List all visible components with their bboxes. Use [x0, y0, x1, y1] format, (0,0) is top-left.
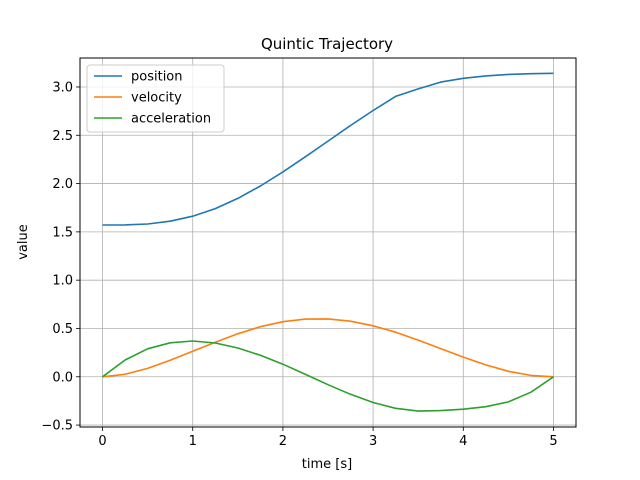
y-tick-label: 1.0 — [52, 274, 73, 289]
x-axis-label: time [s] — [302, 457, 352, 472]
y-tick-label: 1.5 — [52, 225, 73, 240]
x-tick-label: 0 — [98, 434, 106, 449]
x-tick-label: 5 — [549, 434, 557, 449]
tick-layer: 0 1 2 3 4 5 −0.5 0.0 0.5 1.0 1.5 2.0 2.5 3.0 — [41, 80, 557, 449]
y-tick-label: 2.5 — [52, 129, 73, 144]
y-tick-label: 0.0 — [52, 370, 73, 385]
legend-box — [86, 64, 225, 133]
y-axis-label: value — [16, 224, 31, 260]
series-line-velocity — [102, 318, 554, 378]
x-tick-label: 1 — [189, 434, 197, 449]
legend-label-velocity: velocity — [131, 91, 182, 106]
x-tick-label: 3 — [369, 434, 377, 449]
x-tick-label: 4 — [459, 434, 467, 449]
series-layer — [102, 72, 554, 412]
legend-label-position: position — [131, 70, 183, 85]
series-line-position — [102, 72, 554, 226]
legend: position velocity acceleration — [86, 64, 225, 133]
series-line-acceleration — [102, 340, 554, 412]
y-tick-label: 3.0 — [52, 80, 73, 95]
legend-label-acceleration: acceleration — [131, 112, 211, 127]
y-tick-label: 0.5 — [52, 322, 73, 337]
y-tick-label: 2.0 — [52, 177, 73, 192]
y-tick-label: −0.5 — [41, 419, 73, 434]
plot-frame — [79, 57, 577, 428]
grid-layer — [80, 58, 576, 427]
x-tick-label: 2 — [279, 434, 287, 449]
chart-title: Quintic Trajectory — [261, 35, 393, 53]
